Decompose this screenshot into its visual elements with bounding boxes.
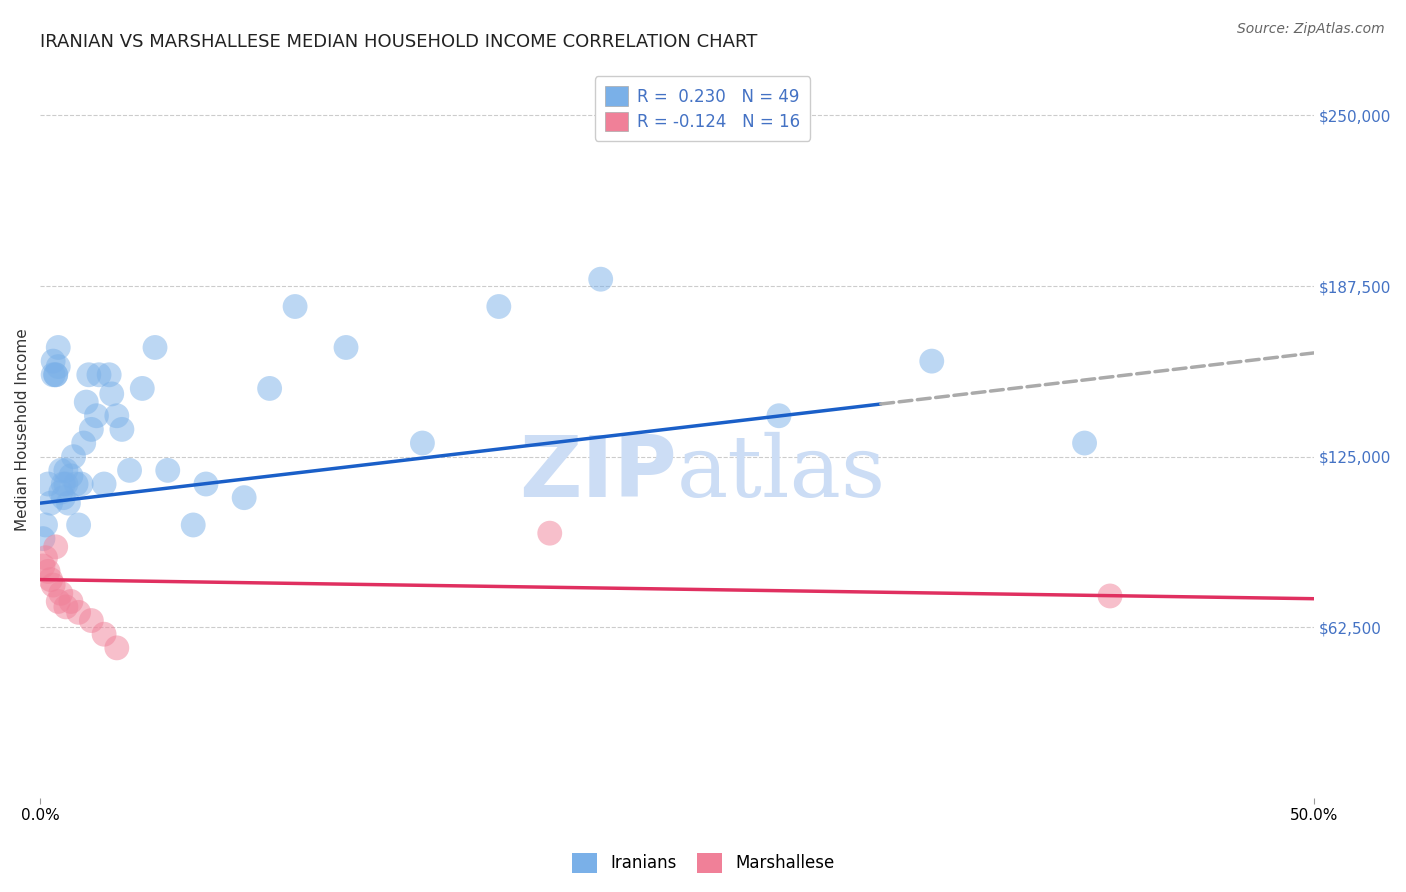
Point [335,341,357,355]
Point [32,532,55,546]
Point [45,368,67,382]
Y-axis label: Median Household Income: Median Household Income [15,328,30,531]
Point [100,387,122,401]
Point [111,422,134,436]
Point [143,341,166,355]
Point [59,468,82,483]
Point [105,409,128,423]
Point [73,436,96,450]
Point [233,491,256,505]
Point [34,518,56,533]
Point [181,518,204,533]
Point [46,359,69,374]
Point [37,477,59,491]
Legend: R =  0.230   N = 49, R = -0.124   N = 16: R = 0.230 N = 49, R = -0.124 N = 16 [595,77,810,141]
Text: ZIP: ZIP [519,432,678,516]
Point [39,496,62,510]
Point [921,354,943,368]
Point [768,409,790,423]
Point [32,558,55,573]
Point [105,640,128,655]
Point [42,578,65,592]
Point [131,381,153,395]
Point [259,381,281,395]
Point [52,477,75,491]
Point [46,341,69,355]
Point [75,395,97,409]
Point [55,599,77,614]
Text: atlas: atlas [678,432,886,516]
Text: Source: ZipAtlas.com: Source: ZipAtlas.com [1237,22,1385,37]
Point [49,485,72,500]
Point [80,422,103,436]
Point [93,627,115,641]
Legend: Iranians, Marshallese: Iranians, Marshallese [565,847,841,880]
Point [118,463,141,477]
Point [98,368,121,382]
Point [65,477,87,491]
Point [488,300,510,314]
Point [194,477,217,491]
Point [156,463,179,477]
Point [87,368,110,382]
Point [49,586,72,600]
Point [45,540,67,554]
Point [42,354,65,368]
Point [55,477,77,491]
Point [77,368,100,382]
Point [49,463,72,477]
Point [55,463,77,477]
Point [39,573,62,587]
Point [62,450,84,464]
Point [67,606,90,620]
Point [70,477,93,491]
Point [589,272,612,286]
Point [93,477,115,491]
Point [411,436,433,450]
Point [80,614,103,628]
Point [46,594,69,608]
Point [45,368,67,382]
Point [1073,436,1095,450]
Point [42,368,65,382]
Point [86,409,108,423]
Point [34,550,56,565]
Point [1098,589,1121,603]
Text: IRANIAN VS MARSHALLESE MEDIAN HOUSEHOLD INCOME CORRELATION CHART: IRANIAN VS MARSHALLESE MEDIAN HOUSEHOLD … [41,33,758,51]
Point [67,518,90,533]
Point [37,565,59,579]
Point [52,491,75,505]
Point [538,526,561,541]
Point [284,300,307,314]
Point [59,594,82,608]
Point [58,496,80,510]
